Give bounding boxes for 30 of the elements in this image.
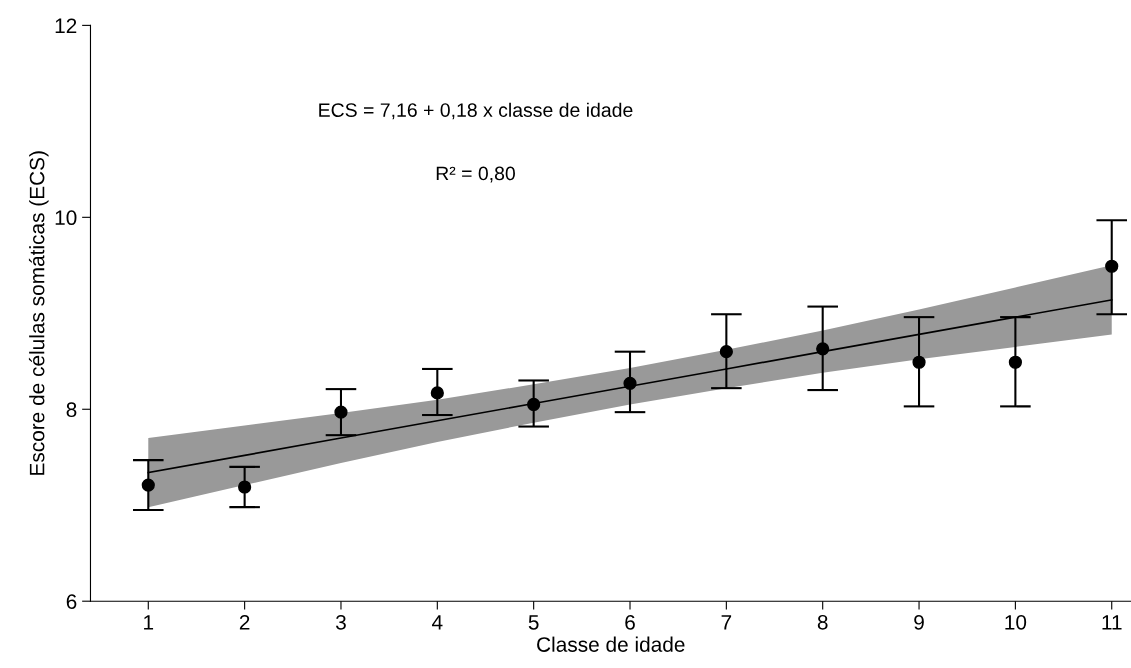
point	[1008, 355, 1022, 369]
x-tick-label: 3	[335, 614, 346, 630]
x-tick-label: 4	[432, 615, 443, 630]
x-tick-label: 10	[1005, 614, 1027, 630]
x-tick-label: 7	[721, 615, 732, 630]
x-tick-label: 1	[144, 615, 154, 630]
y-tick-label: 8	[66, 402, 77, 418]
point	[334, 405, 348, 419]
x-tick-label: 9	[914, 614, 924, 630]
point	[238, 480, 252, 494]
x-tick-label: 8	[817, 614, 828, 630]
point	[912, 355, 926, 369]
y-axis-title: Escore de células somáticas (ECS)	[28, 151, 49, 475]
x-tick-label: 6	[625, 614, 635, 630]
x-tick-label: 2	[239, 614, 250, 630]
point	[816, 342, 830, 356]
x-axis-title: Classe de idade	[537, 636, 685, 652]
x-tick-label: 11	[1102, 615, 1122, 630]
y-tick-label: 10	[55, 210, 77, 226]
point	[1105, 259, 1119, 273]
point	[141, 478, 155, 492]
y-tick-label: 12	[55, 18, 77, 33]
point	[527, 397, 541, 412]
point	[623, 376, 637, 390]
point	[430, 386, 444, 400]
annotation: R² = 0,80	[436, 166, 515, 183]
x-tick-label: 5	[528, 615, 539, 630]
y-tick-label: 6	[66, 594, 77, 609]
point	[719, 345, 733, 359]
annotation: ECS = 7,16 + 0,18 x classe de idade	[319, 102, 633, 120]
